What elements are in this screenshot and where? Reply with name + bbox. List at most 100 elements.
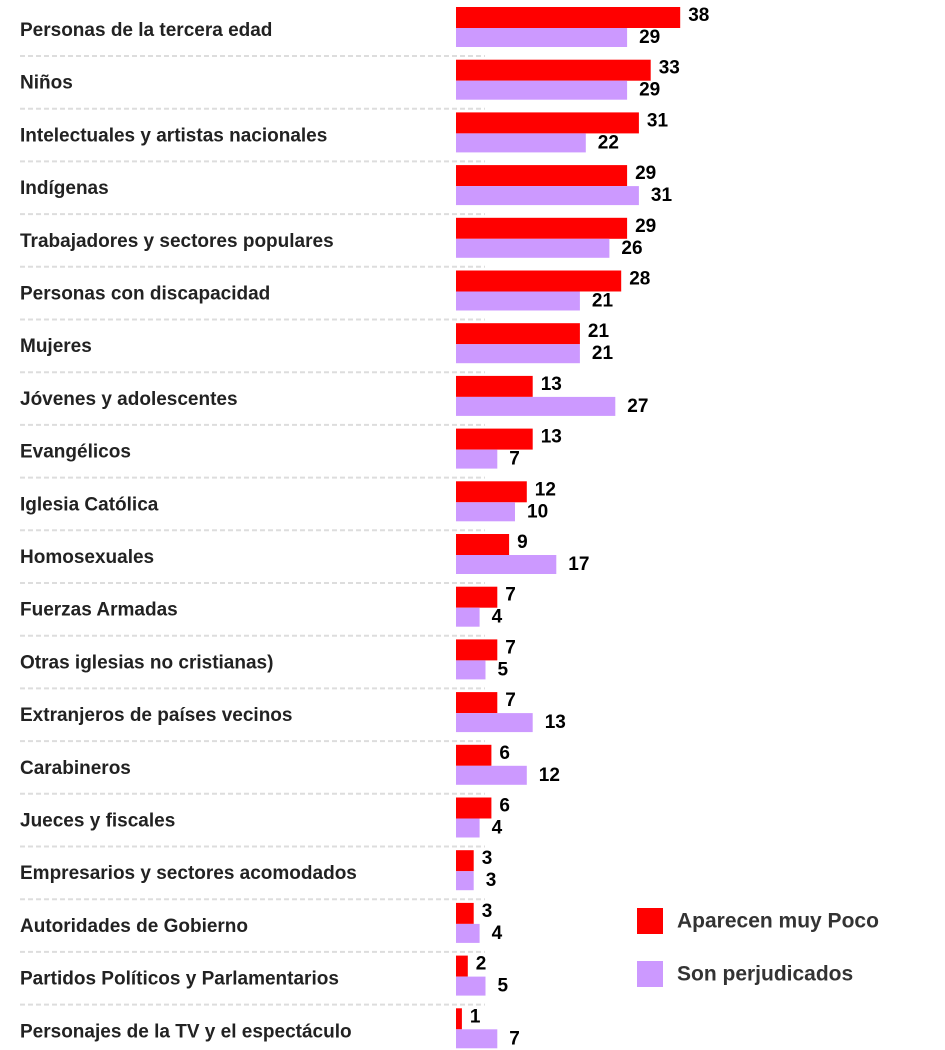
value-label: 4 <box>492 607 503 628</box>
value-label: 6 <box>499 743 510 764</box>
bar <box>456 344 580 364</box>
bar <box>456 639 498 661</box>
bar <box>456 481 527 503</box>
value-label: 4 <box>492 818 503 839</box>
value-label: 29 <box>635 163 656 184</box>
category-label: Fuerzas Armadas <box>20 600 178 621</box>
bar <box>456 607 480 627</box>
value-label: 12 <box>539 765 560 786</box>
bar <box>456 534 510 555</box>
value-label: 27 <box>627 396 648 417</box>
category-label: Mujeres <box>20 336 92 357</box>
bar <box>456 428 533 450</box>
category-label: Autoridades de Gobierno <box>20 916 248 937</box>
value-label: 29 <box>639 80 660 101</box>
bar <box>456 133 586 153</box>
category-label: Indígenas <box>20 178 109 199</box>
value-label: 4 <box>492 923 503 944</box>
bar <box>456 238 610 258</box>
category-label: Niños <box>20 73 73 94</box>
value-label: 9 <box>517 532 528 553</box>
category-label: Empresarios y sectores acomodados <box>20 863 357 884</box>
bar <box>456 165 628 187</box>
bar <box>456 555 557 574</box>
value-label: 2 <box>476 954 487 975</box>
category-label: Carabineros <box>20 758 131 779</box>
value-label: 7 <box>509 449 520 470</box>
value-label: 10 <box>527 501 548 522</box>
bar <box>456 976 486 996</box>
value-label: 3 <box>482 901 493 922</box>
value-label: 5 <box>498 659 509 680</box>
value-label: 33 <box>659 58 680 79</box>
category-label: Otras iglesias no cristianas) <box>20 652 273 673</box>
bar <box>456 744 492 766</box>
value-label: 3 <box>486 870 497 891</box>
bar <box>456 660 486 680</box>
bar <box>456 323 580 345</box>
value-label: 1 <box>470 1006 481 1027</box>
category-label: Jóvenes y adolescentes <box>20 389 238 410</box>
value-label: 7 <box>505 690 516 711</box>
bar <box>456 586 498 608</box>
value-label: 13 <box>541 374 562 395</box>
value-label: 31 <box>651 185 673 206</box>
value-label: 22 <box>598 132 619 153</box>
bar <box>456 375 533 397</box>
bar <box>456 1029 498 1049</box>
category-label: Iglesia Católica <box>20 494 159 515</box>
bar <box>456 28 628 47</box>
category-label: Trabajadores y sectores populares <box>20 231 334 252</box>
value-label: 31 <box>647 110 669 131</box>
bar <box>456 291 580 311</box>
legend-label: Aparecen muy Poco <box>677 910 879 933</box>
bar <box>456 797 492 819</box>
bar <box>456 112 639 134</box>
value-label: 29 <box>639 27 660 48</box>
value-label: 7 <box>509 1028 520 1049</box>
category-label: Personas de la tercera edad <box>20 20 272 41</box>
bar <box>456 850 474 872</box>
bar <box>456 923 480 943</box>
value-label: 21 <box>588 321 610 342</box>
bar <box>456 902 474 924</box>
bar <box>456 270 622 292</box>
value-label: 13 <box>541 427 562 448</box>
category-label: Personajes de la TV y el espectáculo <box>20 1021 352 1042</box>
value-label: 13 <box>545 712 566 733</box>
value-label: 21 <box>592 291 614 312</box>
bar <box>456 217 628 239</box>
bar <box>456 396 616 416</box>
bar <box>456 955 468 977</box>
category-label: Partidos Políticos y Parlamentarios <box>20 969 339 990</box>
value-label: 7 <box>505 585 516 606</box>
value-label: 38 <box>688 5 709 26</box>
category-label: Intelectuales y artistas nacionales <box>20 125 327 146</box>
category-label: Evangélicos <box>20 442 131 463</box>
bar <box>456 59 651 81</box>
value-label: 17 <box>568 554 589 575</box>
legend-label: Son perjudicados <box>677 963 853 986</box>
bar <box>456 186 639 206</box>
legend-swatch <box>637 961 663 987</box>
bar <box>456 80 628 100</box>
bar <box>456 502 515 522</box>
value-label: 3 <box>482 848 493 869</box>
legend-swatch <box>637 908 663 934</box>
bar <box>456 871 474 891</box>
category-label: Personas con discapacidad <box>20 284 270 305</box>
bar <box>456 818 480 838</box>
value-label: 21 <box>592 343 614 364</box>
bar <box>456 7 681 28</box>
bar <box>456 1008 462 1030</box>
category-label: Jueces y fiscales <box>20 811 175 832</box>
value-label: 6 <box>499 796 510 817</box>
bar <box>456 765 527 785</box>
value-label: 28 <box>629 269 650 290</box>
value-label: 5 <box>498 976 509 997</box>
value-label: 26 <box>621 238 642 259</box>
bar <box>456 713 533 733</box>
category-label: Extranjeros de países vecinos <box>20 705 292 726</box>
value-label: 12 <box>535 479 556 500</box>
